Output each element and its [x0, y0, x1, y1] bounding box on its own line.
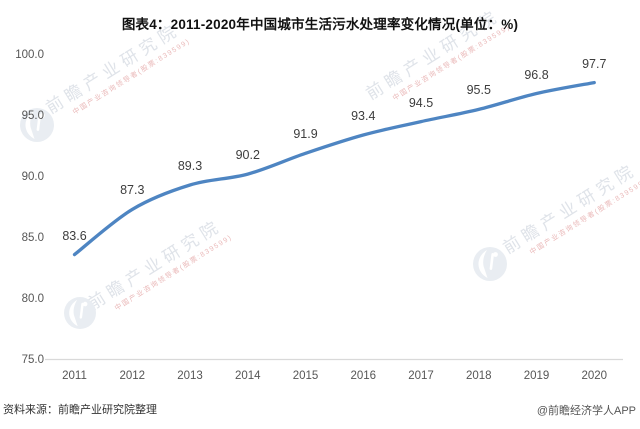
data-series-line	[72, 80, 596, 257]
y-tick-label: 90.0	[21, 170, 44, 183]
x-tick-label: 2020	[581, 370, 608, 382]
x-tick-label: 2012	[119, 370, 146, 382]
data-point-label: 91.9	[293, 127, 318, 142]
data-point-label: 96.8	[524, 67, 549, 82]
y-tick-label: 95.0	[21, 109, 44, 122]
data-point-label: 89.3	[177, 159, 203, 174]
x-tick-label: 2017	[408, 370, 434, 382]
data-point-label: 90.2	[235, 148, 260, 163]
x-tick-label: 2013	[177, 370, 203, 382]
x-tick-label: 2016	[350, 370, 377, 382]
y-tick-label: 100.0	[15, 48, 44, 61]
data-point-label: 97.7	[582, 56, 607, 71]
data-point-label: 94.5	[408, 95, 434, 110]
credit-note: @前瞻经济学人APP	[536, 405, 636, 417]
x-tick-label: 2019	[523, 370, 550, 382]
data-point-label: 95.5	[466, 83, 491, 98]
data-point-label: 93.4	[351, 109, 376, 124]
data-point-label: 83.6	[62, 228, 87, 243]
x-tick-label: 2011	[62, 370, 87, 382]
source-note: 资料来源：前瞻产业研究院整理	[3, 404, 157, 416]
x-tick-label: 2018	[465, 370, 492, 382]
y-tick-label: 80.0	[21, 292, 44, 305]
chart-title: 图表4：2011-2020年中国城市生活污水处理率变化情况(单位：%)	[121, 17, 519, 32]
y-tick-label: 85.0	[21, 231, 44, 244]
x-tick-label: 2014	[234, 370, 261, 382]
x-tick-label: 2015	[292, 370, 319, 382]
data-point-label: 87.3	[120, 183, 145, 198]
y-tick-label: 75.0	[21, 353, 44, 366]
